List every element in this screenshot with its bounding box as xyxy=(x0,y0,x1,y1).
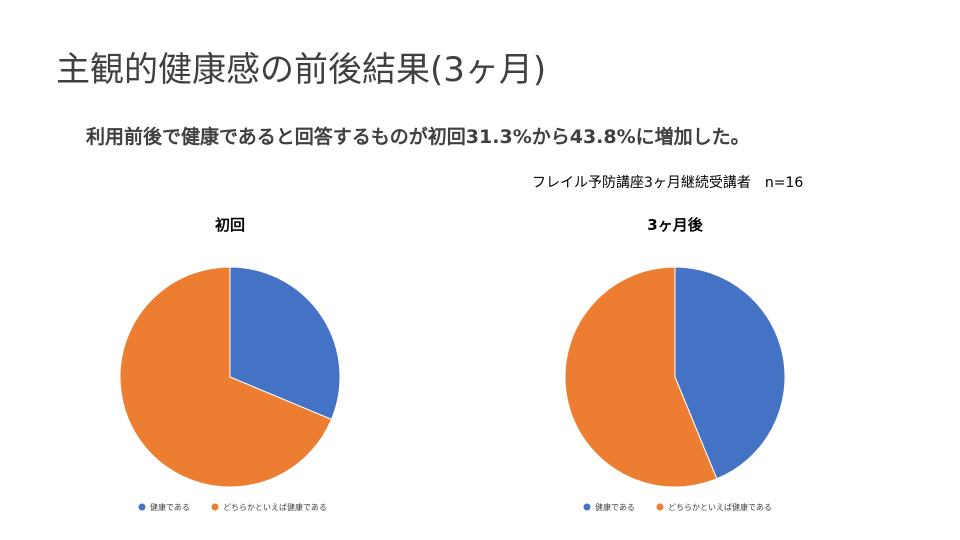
slide-subtitle: 利用前後で健康であると回答するものが初回31.3%から43.8%に増加した。 xyxy=(86,126,750,148)
legend-label: どちらかといえば健康である xyxy=(223,502,327,512)
pie-slices xyxy=(564,266,786,488)
pie-slice-healthy xyxy=(674,266,786,480)
sample-note: フレイル予防講座3ヶ月継続受講者 n=16 xyxy=(532,175,804,191)
legend-swatch xyxy=(656,503,664,511)
pie-slice-somewhat-healthy xyxy=(564,266,718,488)
pie-chart-initial: 初回 健康である どちらかといえば健康である xyxy=(80,205,380,525)
legend-swatch xyxy=(211,503,219,511)
chart-title: 初回 xyxy=(215,216,245,234)
pie-slices xyxy=(119,266,341,488)
chart-title: 3ヶ月後 xyxy=(647,216,703,234)
pie-chart-after-3-months: 3ヶ月後 健康である どちらかといえば健康である xyxy=(525,205,825,525)
pie-chart-svg: 初回 健康である どちらかといえば健康である xyxy=(119,216,341,512)
pie-chart-svg: 3ヶ月後 健康である どちらかといえば健康である xyxy=(564,216,786,512)
legend-swatch xyxy=(583,503,591,511)
legend-label: 健康である xyxy=(150,502,190,512)
legend-label: どちらかといえば健康である xyxy=(668,502,772,512)
pie-slice-healthy xyxy=(229,266,341,421)
legend-swatch xyxy=(138,503,146,511)
chart-legend: 健康である どちらかといえば健康である xyxy=(138,502,327,512)
chart-legend: 健康である どちらかといえば健康である xyxy=(583,502,772,512)
legend-label: 健康である xyxy=(595,502,635,512)
pie-slice-somewhat-healthy xyxy=(119,266,333,488)
slide-title: 主観的健康感の前後結果(3ヶ月) xyxy=(56,50,547,90)
